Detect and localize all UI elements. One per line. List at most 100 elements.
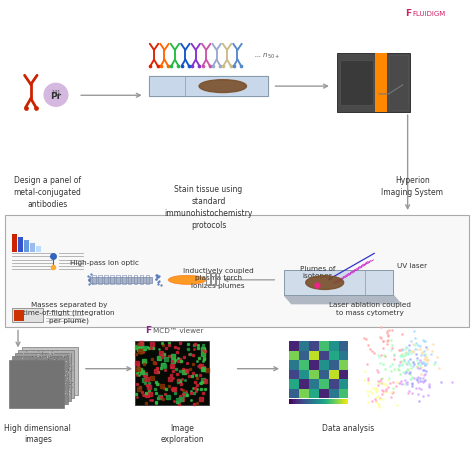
Bar — [24, 240, 29, 252]
Point — [422, 354, 430, 361]
Bar — [317, 399, 318, 404]
Point — [413, 345, 421, 353]
Point — [388, 344, 396, 352]
Point — [419, 377, 426, 385]
Point — [377, 395, 384, 402]
Point — [412, 384, 420, 392]
Point — [408, 373, 416, 381]
Point — [421, 376, 428, 384]
Point — [448, 378, 456, 386]
Point — [389, 389, 396, 397]
Bar — [9, 360, 64, 408]
Bar — [330, 399, 331, 404]
Bar — [309, 389, 319, 398]
Bar — [306, 399, 307, 404]
Point — [431, 358, 439, 365]
Point — [409, 348, 416, 355]
Point — [360, 376, 368, 384]
Point — [413, 377, 421, 384]
Point — [412, 340, 420, 347]
Bar — [309, 351, 319, 360]
Point — [383, 327, 391, 334]
Point — [377, 351, 384, 358]
Point — [376, 360, 384, 367]
Point — [419, 349, 426, 356]
Text: Hyperion
Imaging System: Hyperion Imaging System — [382, 176, 443, 197]
Bar — [307, 399, 308, 404]
Bar — [299, 389, 309, 398]
Point — [399, 381, 406, 388]
Point — [407, 371, 414, 378]
Point — [417, 357, 424, 365]
Point — [376, 333, 383, 340]
Point — [410, 359, 417, 366]
Text: 141: 141 — [51, 90, 61, 95]
Bar — [284, 270, 393, 295]
Point — [388, 361, 395, 368]
Point — [417, 358, 425, 365]
Bar — [328, 379, 338, 389]
Point — [405, 359, 413, 366]
Bar — [333, 399, 334, 404]
Point — [418, 363, 425, 371]
Point — [372, 384, 380, 391]
Point — [405, 365, 412, 372]
Point — [414, 360, 422, 368]
Point — [364, 341, 372, 349]
Bar — [99, 275, 102, 284]
Point — [413, 363, 421, 371]
Bar — [206, 273, 210, 285]
Point — [420, 351, 428, 358]
Point — [410, 327, 418, 334]
Point — [404, 389, 411, 396]
Point — [385, 326, 393, 333]
Point — [368, 347, 376, 354]
Point — [413, 362, 421, 370]
Point — [372, 395, 379, 403]
Bar — [289, 379, 299, 389]
Bar — [329, 399, 330, 404]
Bar — [146, 275, 149, 284]
Bar — [291, 399, 292, 404]
Point — [395, 346, 402, 354]
Point — [436, 365, 443, 372]
Point — [396, 347, 403, 354]
Bar — [341, 399, 342, 404]
Bar — [336, 399, 337, 404]
Bar — [92, 275, 96, 284]
Point — [420, 338, 428, 345]
Point — [420, 359, 428, 366]
Bar — [295, 399, 296, 404]
Point — [413, 357, 421, 364]
Point — [390, 365, 398, 372]
Point — [398, 358, 405, 365]
Bar — [328, 341, 338, 351]
Bar — [289, 389, 299, 398]
Text: Masses separated by
time-of-flight (integration
per plume): Masses separated by time-of-flight (inte… — [23, 302, 115, 324]
Bar — [338, 370, 348, 379]
Bar — [15, 353, 71, 401]
Point — [379, 361, 387, 368]
Point — [365, 398, 372, 406]
Point — [397, 353, 405, 360]
Point — [419, 360, 426, 367]
Bar — [319, 389, 328, 398]
Bar — [331, 399, 332, 404]
Bar — [299, 370, 309, 379]
Point — [383, 329, 391, 336]
Bar — [319, 341, 328, 351]
Bar — [319, 379, 328, 389]
Point — [418, 370, 425, 377]
Point — [423, 346, 431, 353]
Point — [422, 360, 430, 368]
Point — [379, 337, 387, 344]
Bar — [338, 360, 348, 370]
Point — [379, 396, 387, 403]
Point — [370, 349, 378, 357]
Point — [418, 351, 425, 358]
Bar — [328, 389, 338, 398]
Point — [408, 380, 416, 387]
Bar — [347, 399, 348, 404]
Point — [398, 330, 406, 338]
Bar — [375, 53, 387, 112]
